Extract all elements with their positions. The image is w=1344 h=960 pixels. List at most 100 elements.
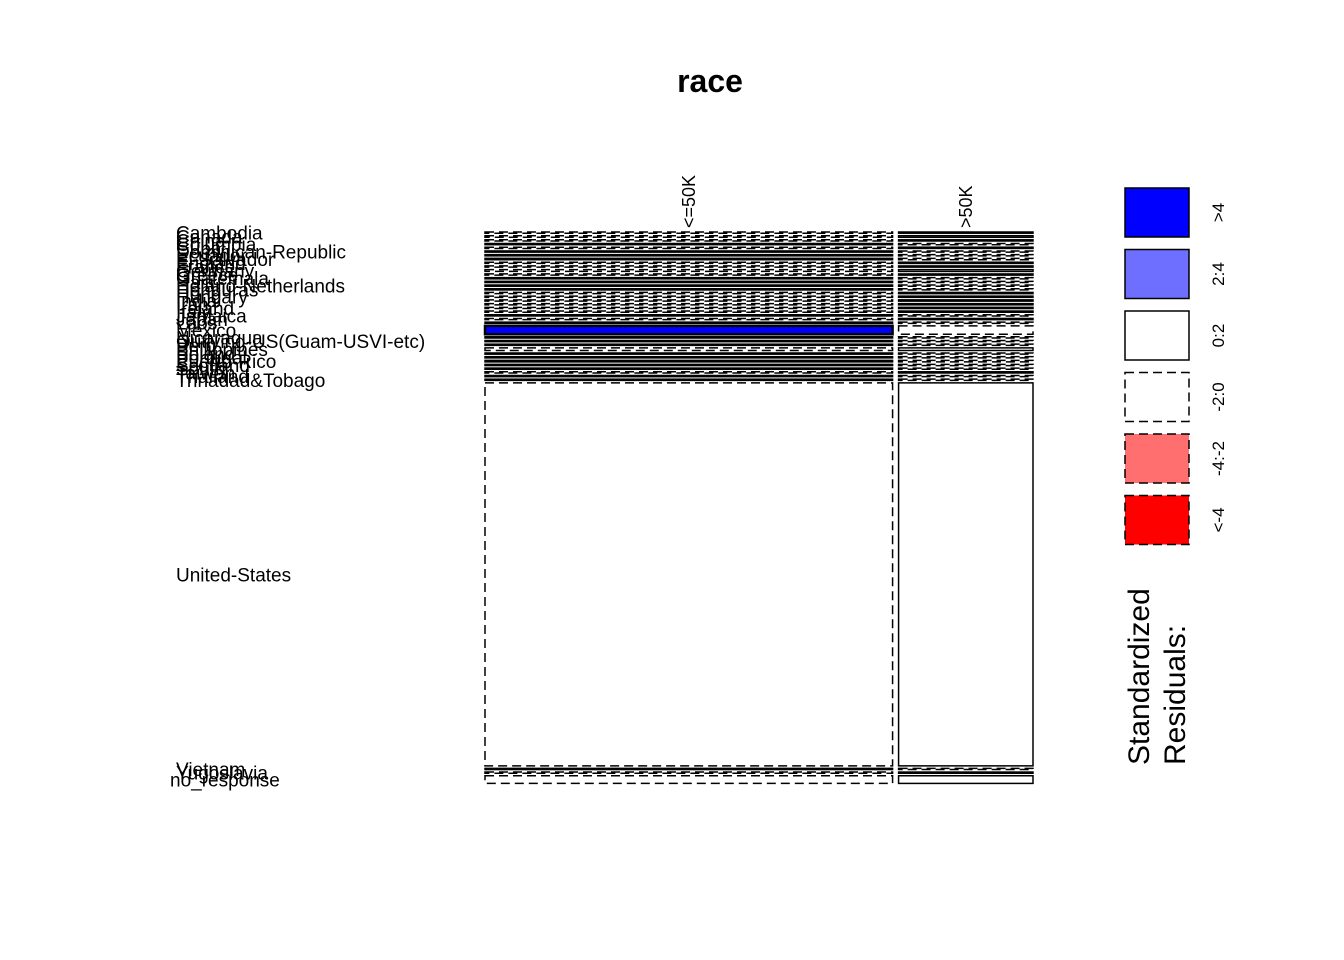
mosaic-cell-china-gt50k <box>897 239 1034 242</box>
mosaic-cell-ireland-gt50k <box>897 306 1034 310</box>
mosaic-cell-scotland-le50k <box>484 363 894 367</box>
mosaic-cell-hong-le50k <box>484 291 894 295</box>
mosaic-cell-honduras-gt50k <box>897 287 1034 291</box>
row-label-philippines: Philippines <box>176 340 268 361</box>
mosaic-cell-peru-le50k <box>484 343 894 347</box>
mosaic-cell-columbia-gt50k <box>897 242 1034 246</box>
mosaic-cell-hong-gt50k <box>897 291 1034 295</box>
mosaic-cell-yugoslavia-le50k <box>484 771 894 775</box>
mosaic-cell-japan-le50k <box>484 317 894 321</box>
mosaic-cell-france-le50k <box>484 265 894 268</box>
mosaic-cell-laos-le50k <box>484 321 894 325</box>
row-label-guatemala: Guatemala <box>176 269 269 290</box>
row-label-greece: Greece <box>176 266 238 287</box>
legend-swatch-2 <box>1124 248 1190 300</box>
mosaic-cell-greece-gt50k <box>897 273 1034 276</box>
row-label-cuba: Cuba <box>176 239 222 260</box>
mosaic-cell-haiti-le50k <box>484 280 894 284</box>
row-label-poland: Poland <box>176 345 235 366</box>
mosaic-cell-vietnam-le50k <box>484 767 894 771</box>
mosaic-cell-outlying-us-guam-usvi-etc-le50k <box>484 339 894 343</box>
column-label-le50k: <=50K <box>679 175 699 228</box>
mosaic-cell-cuba-le50k <box>484 246 894 250</box>
row-label-columbia: Columbia <box>176 235 257 256</box>
mosaic-cell-ecuador-gt50k <box>897 253 1034 257</box>
row-label-cambodia: Cambodia <box>176 224 263 245</box>
mosaic-cell-haiti-gt50k <box>897 280 1034 284</box>
mosaic-cell-italy-le50k <box>484 310 894 313</box>
row-label-taiwan: Taiwan <box>176 363 235 384</box>
row-label-canada: Canada <box>176 227 243 248</box>
mosaic-cell-trinadad-tobago-le50k <box>484 378 894 382</box>
mosaic-cell-el-salvador-le50k <box>484 257 894 261</box>
row-label-vietnam: Vietnam <box>176 760 245 781</box>
mosaic-cell-guatemala-le50k <box>484 276 894 280</box>
row-label-china: China <box>176 231 226 252</box>
mosaic-cell-jamaica-gt50k <box>897 313 1034 317</box>
row-label-yugoslavia: Yugoslavia <box>176 764 268 785</box>
mosaic-cell-cambodia-le50k <box>484 231 894 234</box>
mosaic-cell-holand-netherlands-gt50k <box>897 284 1034 287</box>
mosaic-cell-columbia-le50k <box>484 242 894 246</box>
mosaic-cells <box>483 231 1034 785</box>
row-label-trinadad-tobago: Trinadad&Tobago <box>176 371 325 392</box>
mosaic-cell-canada-le50k <box>484 234 894 239</box>
row-label-holand-netherlands: Holand-Netherlands <box>176 277 345 298</box>
mosaic-cell-dominican-republic-gt50k <box>897 250 1034 253</box>
mosaic-cell-portugal-le50k <box>484 355 894 359</box>
mosaic-cell-jamaica-le50k <box>484 313 894 317</box>
mosaic-cell-germany-le50k <box>484 268 894 273</box>
legend-label-4: -2:0 <box>1209 382 1228 411</box>
row-label-el-salvador: El-Salvador <box>176 250 275 271</box>
legend-title-line-2: Residuals: <box>1159 625 1192 765</box>
legend-title-line-1: Standardized <box>1123 588 1156 765</box>
chart-title: race <box>677 63 743 99</box>
legend-swatch-5 <box>1124 433 1190 484</box>
mosaic-cell-mexico-le50k <box>483 324 894 336</box>
mosaic-cell-taiwan-le50k <box>484 371 894 374</box>
mosaic-cell-trinadad-tobago-gt50k <box>897 378 1034 382</box>
legend-label-1: >4 <box>1209 203 1228 222</box>
legend-label-3: 0:2 <box>1209 324 1228 348</box>
row-labels: CambodiaCanadaChinaColumbiaCubaDominican… <box>170 224 425 792</box>
row-label-puerto-rico: Puerto-Rico <box>176 352 276 373</box>
mosaic-cell-ecuador-le50k <box>484 253 894 257</box>
mosaic-cell-poland-le50k <box>484 352 894 355</box>
row-label-no-response: no_response <box>170 771 280 792</box>
row-label-nicaragua: Nicaragua <box>176 328 263 349</box>
row-label-thailand: Thailand <box>176 367 249 388</box>
mosaic-cell-cambodia-gt50k <box>897 231 1034 234</box>
mosaic-cell-dominican-republic-le50k <box>484 250 894 253</box>
legend-swatch-4 <box>1124 371 1190 423</box>
mosaic-cell-canada-gt50k <box>897 234 1034 239</box>
mosaic-cell-thailand-gt50k <box>897 374 1034 378</box>
mosaic-cell-taiwan-gt50k <box>897 371 1034 374</box>
mosaic-cell-thailand-le50k <box>484 374 894 378</box>
mosaic-cell-ireland-le50k <box>484 306 894 310</box>
mosaic-cell-south-gt50k <box>897 367 1034 371</box>
row-label-ecuador: Ecuador <box>176 246 247 267</box>
row-label-dominican-republic: Dominican-Republic <box>176 243 346 264</box>
mosaic-cell-el-salvador-gt50k <box>897 257 1034 261</box>
mosaic-cell-vietnam-gt50k <box>897 767 1034 771</box>
row-label-portugal: Portugal <box>176 348 247 369</box>
mosaic-cell-outlying-us-guam-usvi-etc-gt50k <box>897 339 1034 343</box>
mosaic-cell-puerto-rico-le50k <box>484 359 894 363</box>
row-label-laos: Laos <box>176 314 217 335</box>
row-label-mexico: Mexico <box>176 321 236 342</box>
row-label-germany: Germany <box>176 262 255 283</box>
mosaic-cell-england-le50k <box>484 261 894 265</box>
mosaic-cell-poland-gt50k <box>897 352 1034 355</box>
row-label-ireland: Ireland <box>176 299 234 320</box>
legend-swatch-1 <box>1124 187 1190 238</box>
row-label-iran: Iran <box>176 295 209 316</box>
legend-label-2: 2:4 <box>1209 262 1228 286</box>
row-label-jamaica: Jamaica <box>176 306 247 327</box>
mosaic-cell-greece-le50k <box>484 273 894 276</box>
mosaic-cell-germany-gt50k <box>897 268 1034 273</box>
mosaic-cell-india-gt50k <box>897 299 1034 302</box>
mosaic-cell-united-states-le50k <box>484 382 894 767</box>
legend-label-6: <-4 <box>1209 507 1228 532</box>
mosaic-cell-yugoslavia-gt50k <box>897 771 1034 775</box>
row-label-south: South <box>176 360 226 381</box>
